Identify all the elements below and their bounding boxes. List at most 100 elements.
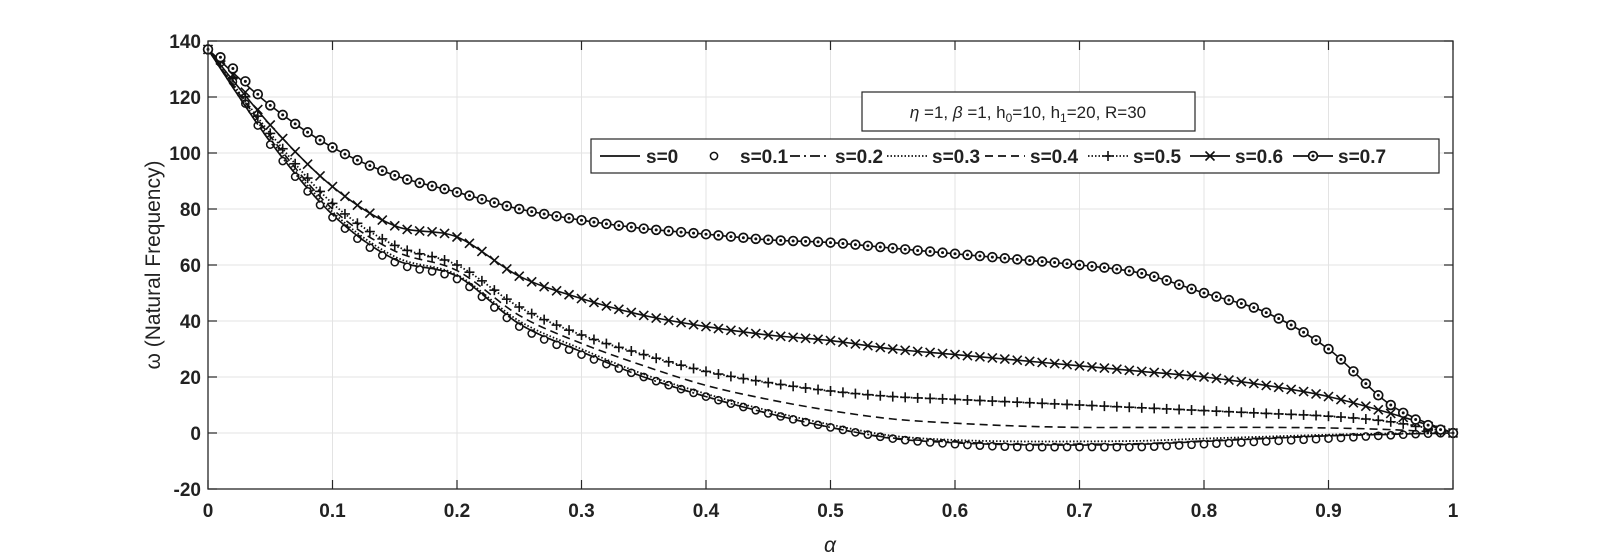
- data-point-marker: [1323, 411, 1334, 422]
- data-point-marker: [215, 51, 226, 63]
- square-marker-inner: [443, 187, 447, 191]
- data-point-marker: [252, 88, 264, 100]
- data-point-marker: [364, 160, 376, 171]
- data-point-marker: [713, 369, 724, 380]
- series-s-0-7: [202, 44, 1459, 439]
- y-tick-label: -20: [174, 480, 201, 501]
- data-point-marker: [1397, 407, 1409, 419]
- data-point-marker: [302, 159, 313, 170]
- data-point-marker: [364, 208, 375, 219]
- square-marker-inner: [866, 244, 870, 248]
- x-marker-b: [514, 271, 525, 282]
- data-point-marker: [812, 236, 824, 248]
- data-point-marker: [1211, 373, 1222, 384]
- data-point-marker: [464, 190, 475, 201]
- data-point-marker: [937, 247, 948, 258]
- data-point-marker: [738, 326, 749, 338]
- square-marker-inner: [990, 255, 994, 259]
- data-point-marker: [314, 134, 326, 146]
- circle-marker-shape: [1050, 442, 1059, 452]
- x-marker-b: [775, 331, 786, 342]
- data-point-marker: [551, 285, 562, 296]
- square-marker-inner: [903, 247, 907, 251]
- square-marker-inner: [704, 232, 708, 236]
- circle-marker-shape: [415, 265, 424, 274]
- square-marker-inner: [393, 173, 397, 177]
- legend-label: s=0.1: [740, 147, 789, 168]
- data-point-marker: [1335, 394, 1347, 405]
- data-point-marker: [925, 393, 936, 404]
- x-marker-b: [1049, 358, 1060, 369]
- x-marker-b: [1124, 365, 1135, 376]
- data-point-marker: [327, 198, 338, 209]
- data-point-marker: [564, 325, 575, 336]
- data-point-marker: [1124, 442, 1134, 452]
- data-point-marker: [701, 366, 711, 377]
- data-point-marker: [1161, 275, 1172, 286]
- x-marker-b: [1385, 408, 1396, 419]
- data-point-marker: [601, 218, 612, 230]
- data-point-marker: [974, 250, 986, 262]
- data-point-marker: [1174, 404, 1185, 415]
- legend-entry: s=0.3: [887, 147, 980, 168]
- x-marker-b: [240, 87, 251, 98]
- x-marker-b: [1273, 382, 1284, 393]
- square-marker-inner: [1140, 271, 1144, 275]
- x-marker-b: [314, 170, 326, 182]
- square-marker-inner: [1003, 256, 1007, 260]
- x-marker-b: [352, 200, 363, 211]
- square-marker-inner: [766, 238, 770, 242]
- square-marker-inner: [654, 228, 658, 232]
- data-point-marker: [352, 154, 363, 166]
- annotation-r-value: =20, R=30: [1067, 103, 1146, 122]
- x-marker-b: [825, 335, 836, 346]
- circle-marker-shape: [290, 172, 300, 182]
- data-point-marker: [900, 345, 911, 356]
- data-point-marker: [1236, 376, 1247, 387]
- data-point-marker: [489, 255, 500, 266]
- x-marker-b: [464, 238, 475, 249]
- data-point-marker: [925, 347, 936, 358]
- series-s-0-2: [207, 48, 1454, 446]
- legend-label: s=0.6: [1235, 147, 1283, 168]
- x-tick-label: 1: [1448, 501, 1459, 522]
- x-marker-b: [451, 231, 463, 243]
- x-marker-b: [252, 104, 263, 115]
- square-marker-inner: [853, 243, 857, 247]
- x-marker-b: [663, 315, 674, 326]
- y-tick-label: 120: [169, 88, 201, 109]
- data-point-marker: [688, 319, 699, 330]
- x-marker-b: [1174, 369, 1185, 380]
- square-marker-inner: [1426, 423, 1430, 427]
- data-point-marker: [974, 351, 985, 362]
- data-point-marker: [490, 303, 499, 312]
- x-marker-b: [800, 333, 811, 344]
- data-point-marker: [912, 346, 923, 357]
- legend-entry: s=0.2: [790, 147, 883, 168]
- data-point-marker: [339, 191, 351, 202]
- annotation-eta-value: =1,: [919, 103, 953, 122]
- data-point-marker: [937, 393, 948, 404]
- square-marker-inner: [405, 177, 409, 181]
- square-marker-inner: [1252, 306, 1256, 310]
- x-marker-b: [949, 349, 961, 360]
- data-point-marker: [713, 230, 724, 241]
- square-marker-inner: [1389, 403, 1393, 407]
- circle-marker-shape: [1025, 442, 1035, 452]
- data-point-marker: [962, 249, 973, 261]
- data-point-marker: [800, 333, 811, 344]
- data-point-marker: [638, 349, 649, 360]
- data-point-marker: [1087, 442, 1097, 452]
- data-point-marker: [1236, 407, 1247, 418]
- data-point-marker: [1099, 262, 1110, 273]
- data-point-marker: [688, 363, 699, 374]
- data-point-marker: [1335, 412, 1346, 423]
- data-point-marker: [240, 76, 251, 87]
- x-marker-b: [1348, 397, 1359, 408]
- data-point-marker: [1348, 366, 1359, 377]
- x-tick-label: 0.8: [1191, 501, 1217, 522]
- circle-marker-shape: [1000, 442, 1010, 452]
- square-marker-inner: [467, 194, 471, 198]
- data-point-marker: [513, 203, 525, 215]
